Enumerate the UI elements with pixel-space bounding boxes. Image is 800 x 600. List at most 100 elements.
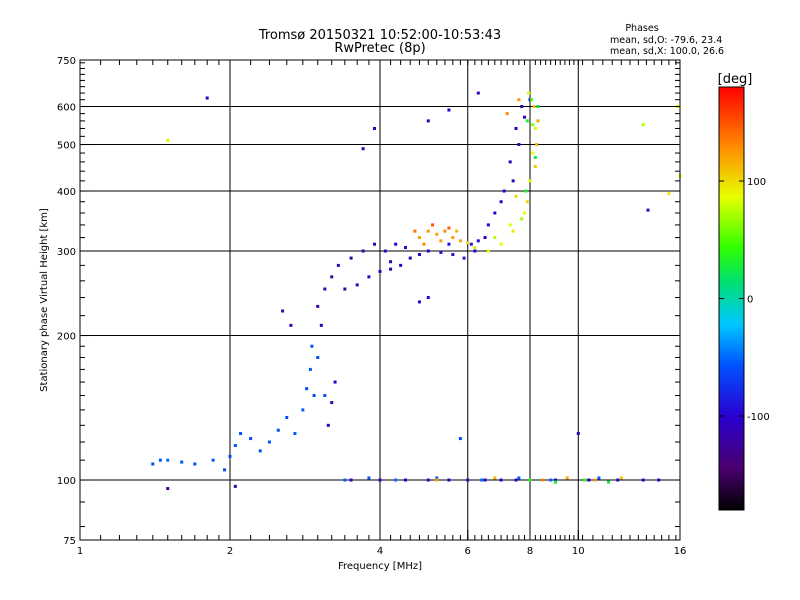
data-point (223, 468, 227, 472)
y-tick-label: 750 (57, 56, 76, 67)
data-point (523, 115, 527, 119)
data-point (520, 217, 524, 221)
data-point (326, 423, 330, 427)
data-point (476, 239, 480, 243)
data-point (417, 236, 421, 240)
data-point (473, 249, 477, 253)
data-point (533, 126, 537, 130)
y-tick-label: 300 (57, 247, 76, 258)
x-tick-label: 16 (674, 546, 687, 557)
data-point (483, 236, 487, 240)
data-point (258, 449, 262, 453)
data-point (451, 236, 455, 240)
data-point (451, 253, 455, 257)
data-point (394, 242, 398, 246)
data-point (233, 444, 237, 448)
data-point (399, 263, 403, 267)
data-point (373, 242, 377, 246)
data-point (323, 287, 327, 291)
data-point (312, 394, 316, 398)
x-axis-label: Frequency [MHz] (338, 561, 422, 572)
data-point (499, 478, 503, 482)
data-point (593, 478, 597, 482)
data-point (431, 223, 435, 227)
data-point (541, 478, 545, 482)
data-point (301, 408, 305, 412)
data-point (508, 223, 512, 227)
data-point (355, 283, 359, 287)
data-point (323, 394, 327, 398)
data-point (417, 300, 421, 304)
data-point (641, 478, 645, 482)
y-tick-label: 200 (57, 332, 76, 343)
stats-heading: Phases (625, 23, 658, 34)
data-point (514, 126, 518, 130)
data-point (511, 229, 515, 233)
data-point (466, 478, 470, 482)
x-tick-label: 8 (527, 546, 533, 557)
data-point (373, 126, 377, 130)
data-point (439, 250, 443, 254)
data-point (166, 458, 170, 462)
data-point (532, 105, 536, 109)
data-point (276, 428, 280, 432)
data-point (480, 478, 484, 482)
data-point (505, 112, 509, 116)
data-point (435, 232, 439, 236)
colorbar-label: [deg] (718, 72, 753, 87)
data-point (619, 476, 623, 480)
y-tick-label: 400 (57, 187, 76, 198)
data-point (443, 229, 447, 233)
data-point (528, 478, 532, 482)
data-point (408, 256, 412, 260)
data-point (158, 458, 162, 462)
data-point (646, 208, 650, 212)
data-point (493, 476, 497, 480)
chart-subtitle: RwPretec (8p) (334, 41, 425, 56)
data-point (389, 267, 393, 271)
data-point (502, 189, 506, 193)
data-point (511, 179, 515, 183)
data-point (657, 478, 661, 482)
data-point (447, 226, 451, 230)
data-point (587, 478, 591, 482)
data-point (293, 432, 297, 436)
y-axis-ticks: 75 100 200 300 400 500 600 750 (57, 56, 680, 547)
data-point (549, 478, 553, 482)
data-point (607, 480, 611, 484)
data-point (535, 143, 539, 147)
data-point (508, 160, 512, 164)
data-point (435, 478, 439, 482)
data-point (533, 155, 537, 159)
data-point (439, 239, 443, 243)
data-point (378, 269, 382, 273)
data-point (361, 147, 365, 151)
y-tick-label: 100 (57, 476, 76, 487)
data-point (529, 98, 533, 102)
data-point (394, 478, 398, 482)
data-point (316, 355, 320, 359)
data-point (267, 440, 271, 444)
data-point (493, 236, 497, 240)
data-point (233, 484, 237, 488)
data-point (531, 123, 535, 127)
data-point (305, 387, 309, 391)
data-point (525, 200, 529, 204)
data-point (458, 437, 462, 441)
data-point (343, 287, 347, 291)
y-axis-label: Stationary phase Virtual Height [km] (39, 208, 50, 392)
data-point (483, 478, 487, 482)
data-point (553, 478, 557, 482)
data-point (361, 249, 365, 253)
y-tick-label: 600 (57, 103, 76, 114)
data-points (151, 91, 682, 491)
data-point (499, 242, 503, 246)
data-point (249, 437, 253, 441)
x-tick-label: 10 (572, 546, 585, 557)
data-point (349, 256, 353, 260)
data-point (413, 229, 417, 233)
y-tick-label: 75 (63, 536, 76, 547)
data-point (180, 460, 184, 464)
data-point (458, 239, 462, 243)
data-point (469, 242, 473, 246)
